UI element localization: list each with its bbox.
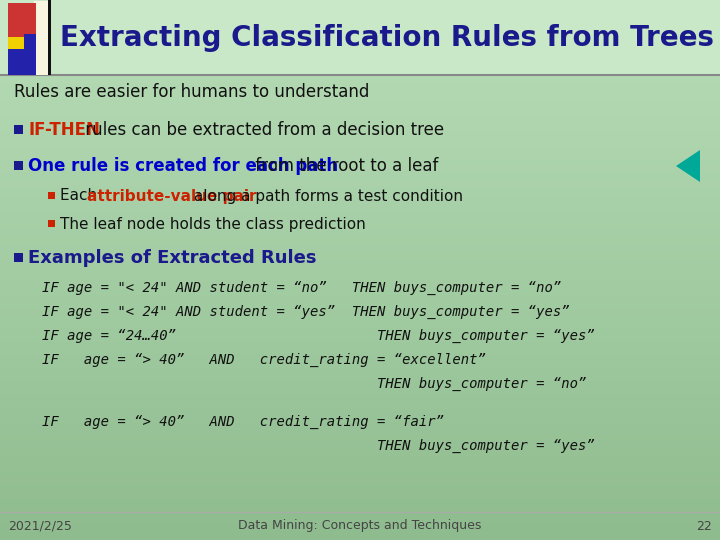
Text: Data Mining: Concepts and Techniques: Data Mining: Concepts and Techniques (238, 519, 482, 532)
Bar (8, 10, 46, 68)
Bar (48, 192, 55, 199)
Text: IF   age = “> 40”   AND   credit_rating = “excellent”: IF age = “> 40” AND credit_rating = “exc… (42, 353, 486, 367)
Bar (48, 0, 51, 75)
Bar (14, 161, 23, 170)
Text: IF age = "< 24" AND student = “yes”  THEN buys_computer = “yes”: IF age = "< 24" AND student = “yes” THEN… (42, 305, 570, 319)
Text: THEN buys_computer = “no”: THEN buys_computer = “no” (42, 377, 586, 391)
Text: IF   age = “> 40”   AND   credit_rating = “fair”: IF age = “> 40” AND credit_rating = “fai… (42, 415, 444, 429)
Bar (24, 34, 36, 50)
Text: rules can be extracted from a decision tree: rules can be extracted from a decision t… (80, 121, 444, 139)
Text: IF age = “24…40”                        THEN buys_computer = “yes”: IF age = “24…40” THEN buys_computer = “y… (42, 329, 595, 343)
Text: 22: 22 (696, 519, 712, 532)
Text: Each: Each (60, 188, 102, 204)
Text: IF-THEN: IF-THEN (28, 121, 100, 139)
Bar (34, 1, 48, 75)
Polygon shape (676, 150, 700, 182)
Text: THEN buys_computer = “yes”: THEN buys_computer = “yes” (42, 439, 595, 453)
Bar (48, 220, 55, 227)
Text: 2021/2/25: 2021/2/25 (8, 519, 72, 532)
Text: IF age = "< 24" AND student = “no”   THEN buys_computer = “no”: IF age = "< 24" AND student = “no” THEN … (42, 281, 562, 295)
Bar (8, 49, 36, 75)
Bar (14, 253, 23, 262)
Text: One rule is created for each path: One rule is created for each path (28, 157, 338, 175)
Bar (0, 0, 720, 75)
Text: The leaf node holds the class prediction: The leaf node holds the class prediction (60, 217, 366, 232)
Text: from the root to a leaf: from the root to a leaf (250, 157, 438, 175)
Text: Examples of Extracted Rules: Examples of Extracted Rules (28, 249, 317, 267)
Text: attribute-value pair: attribute-value pair (87, 188, 256, 204)
Text: Extracting Classification Rules from Trees: Extracting Classification Rules from Tre… (60, 24, 714, 52)
Text: Rules are easier for humans to understand: Rules are easier for humans to understan… (14, 83, 369, 101)
Bar (14, 125, 23, 134)
Text: along a path forms a test condition: along a path forms a test condition (189, 188, 463, 204)
Bar (8, 3, 36, 37)
